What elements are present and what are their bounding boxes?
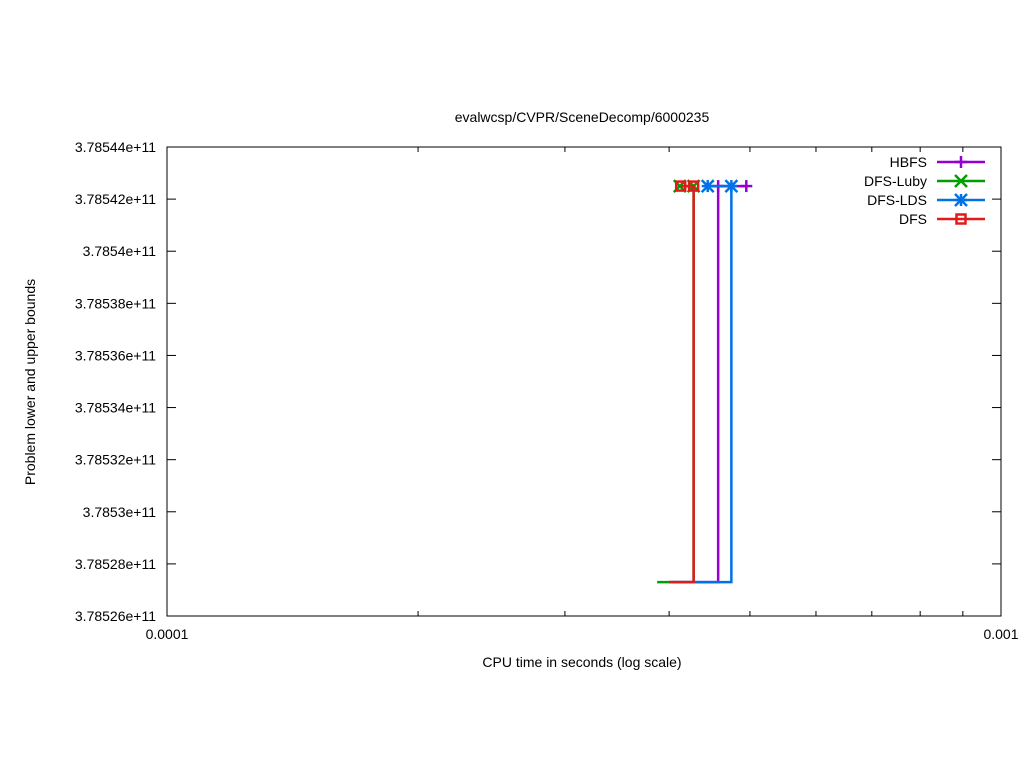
series-layer [657,179,753,584]
square-marker [674,180,687,192]
y-tick-label: 3.78534e+11 [75,400,156,416]
y-tick-label: 3.78542e+11 [75,191,156,207]
series-dfs-lds [673,179,739,584]
y-axis-label: Problem lower and upper bounds [22,279,38,485]
y-tick-label: 3.78528e+11 [75,556,156,572]
y-tick-label: 3.78538e+11 [75,295,156,311]
legend-item: HBFS [890,154,985,170]
y-tick-label: 3.78526e+11 [75,608,156,624]
legend-label: DFS-Luby [864,173,927,189]
legend-item: DFS-LDS [867,192,985,208]
legend-label: DFS [899,211,927,227]
x-axis-ticks: 0.0001 0.001 [146,147,1019,642]
square-marker [955,213,967,225]
series-dfs [669,180,700,584]
y-axis-ticks: 3.78526e+11 3.78528e+11 3.7853e+11 3.78532e… [75,139,1001,624]
y-tick-label: 3.7854e+11 [83,243,157,259]
series-line [669,184,695,584]
legend-item: DFS [899,211,985,227]
x-tick-label: 0.001 [983,626,1018,642]
legend-label: DFS-LDS [867,192,927,208]
square-marker [687,180,700,192]
x-axis-label: CPU time in seconds (log scale) [482,654,681,670]
chart-title: evalwcsp/CVPR/SceneDecomp/6000235 [455,109,710,125]
legend-item: DFS-Luby [864,173,985,189]
series-line [673,184,733,584]
y-tick-label: 3.78532e+11 [75,452,156,468]
y-tick-label: 3.78544e+11 [75,139,156,155]
plus-marker [740,180,753,193]
star-marker [724,179,739,193]
star-marker [700,179,715,193]
x-tick-label: 0.0001 [146,626,189,642]
y-tick-label: 3.7853e+11 [83,504,157,520]
legend: HBFS DFS-Luby DFS-LDS DFS [864,154,985,227]
cross-marker [954,174,968,188]
plot-frame [166,146,1002,617]
legend-label: HBFS [890,154,927,170]
plus-marker [955,156,967,168]
star-marker [954,193,968,207]
y-tick-label: 3.78536e+11 [75,347,156,363]
